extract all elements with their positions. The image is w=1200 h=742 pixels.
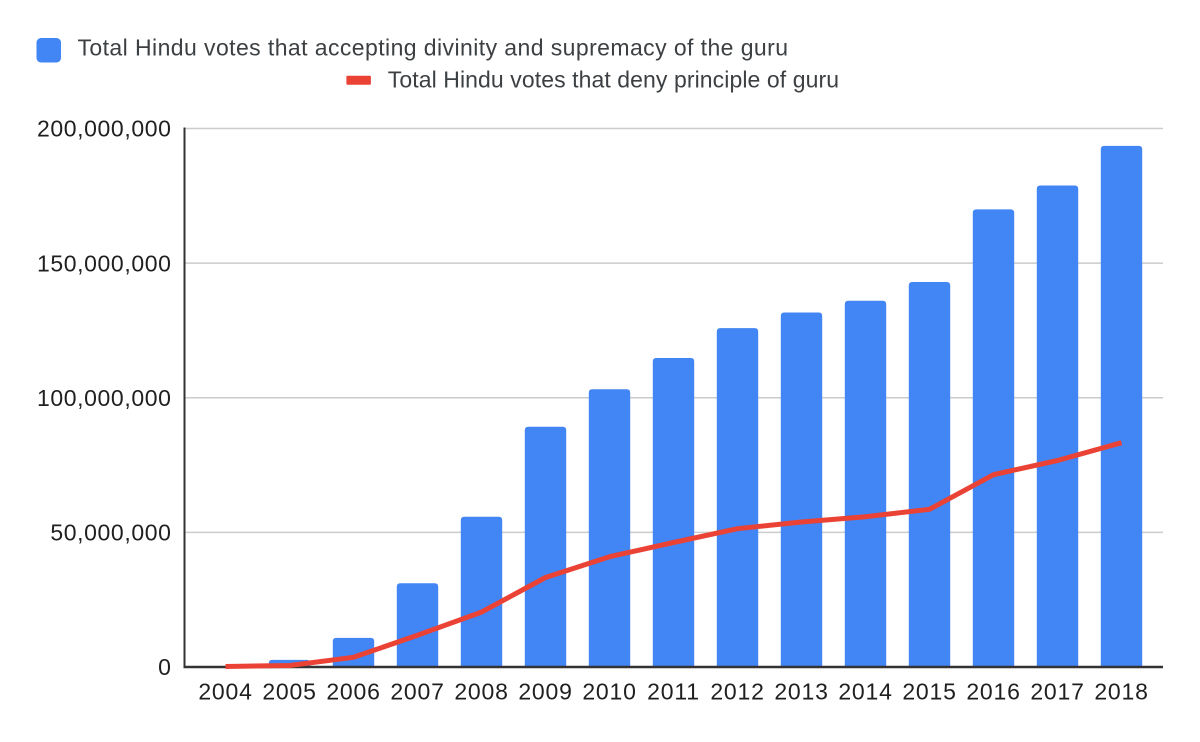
svg-text:2011: 2011	[647, 679, 700, 705]
svg-text:2015: 2015	[902, 679, 956, 705]
svg-text:50,000,000: 50,000,000	[50, 520, 171, 546]
svg-text:2005: 2005	[262, 679, 316, 705]
svg-text:2004: 2004	[198, 679, 252, 705]
svg-text:2010: 2010	[582, 679, 636, 705]
svg-text:2016: 2016	[966, 679, 1020, 705]
svg-text:2017: 2017	[1030, 679, 1084, 705]
svg-text:100,000,000: 100,000,000	[37, 385, 172, 411]
svg-text:2007: 2007	[390, 679, 444, 705]
svg-text:150,000,000: 150,000,000	[37, 250, 172, 276]
svg-text:2012: 2012	[710, 679, 764, 705]
svg-text:2009: 2009	[518, 679, 572, 705]
svg-text:2018: 2018	[1094, 679, 1148, 705]
svg-text:2008: 2008	[454, 679, 508, 705]
svg-text:2006: 2006	[326, 679, 380, 705]
svg-text:200,000,000: 200,000,000	[37, 116, 172, 142]
svg-text:Total Hindu votes that accepti: Total Hindu votes that accepting divinit…	[78, 35, 789, 61]
svg-text:Total Hindu votes that deny pr: Total Hindu votes that deny principle of…	[388, 66, 839, 92]
svg-text:0: 0	[158, 654, 171, 680]
svg-text:2014: 2014	[838, 679, 892, 705]
svg-text:2013: 2013	[774, 679, 828, 705]
